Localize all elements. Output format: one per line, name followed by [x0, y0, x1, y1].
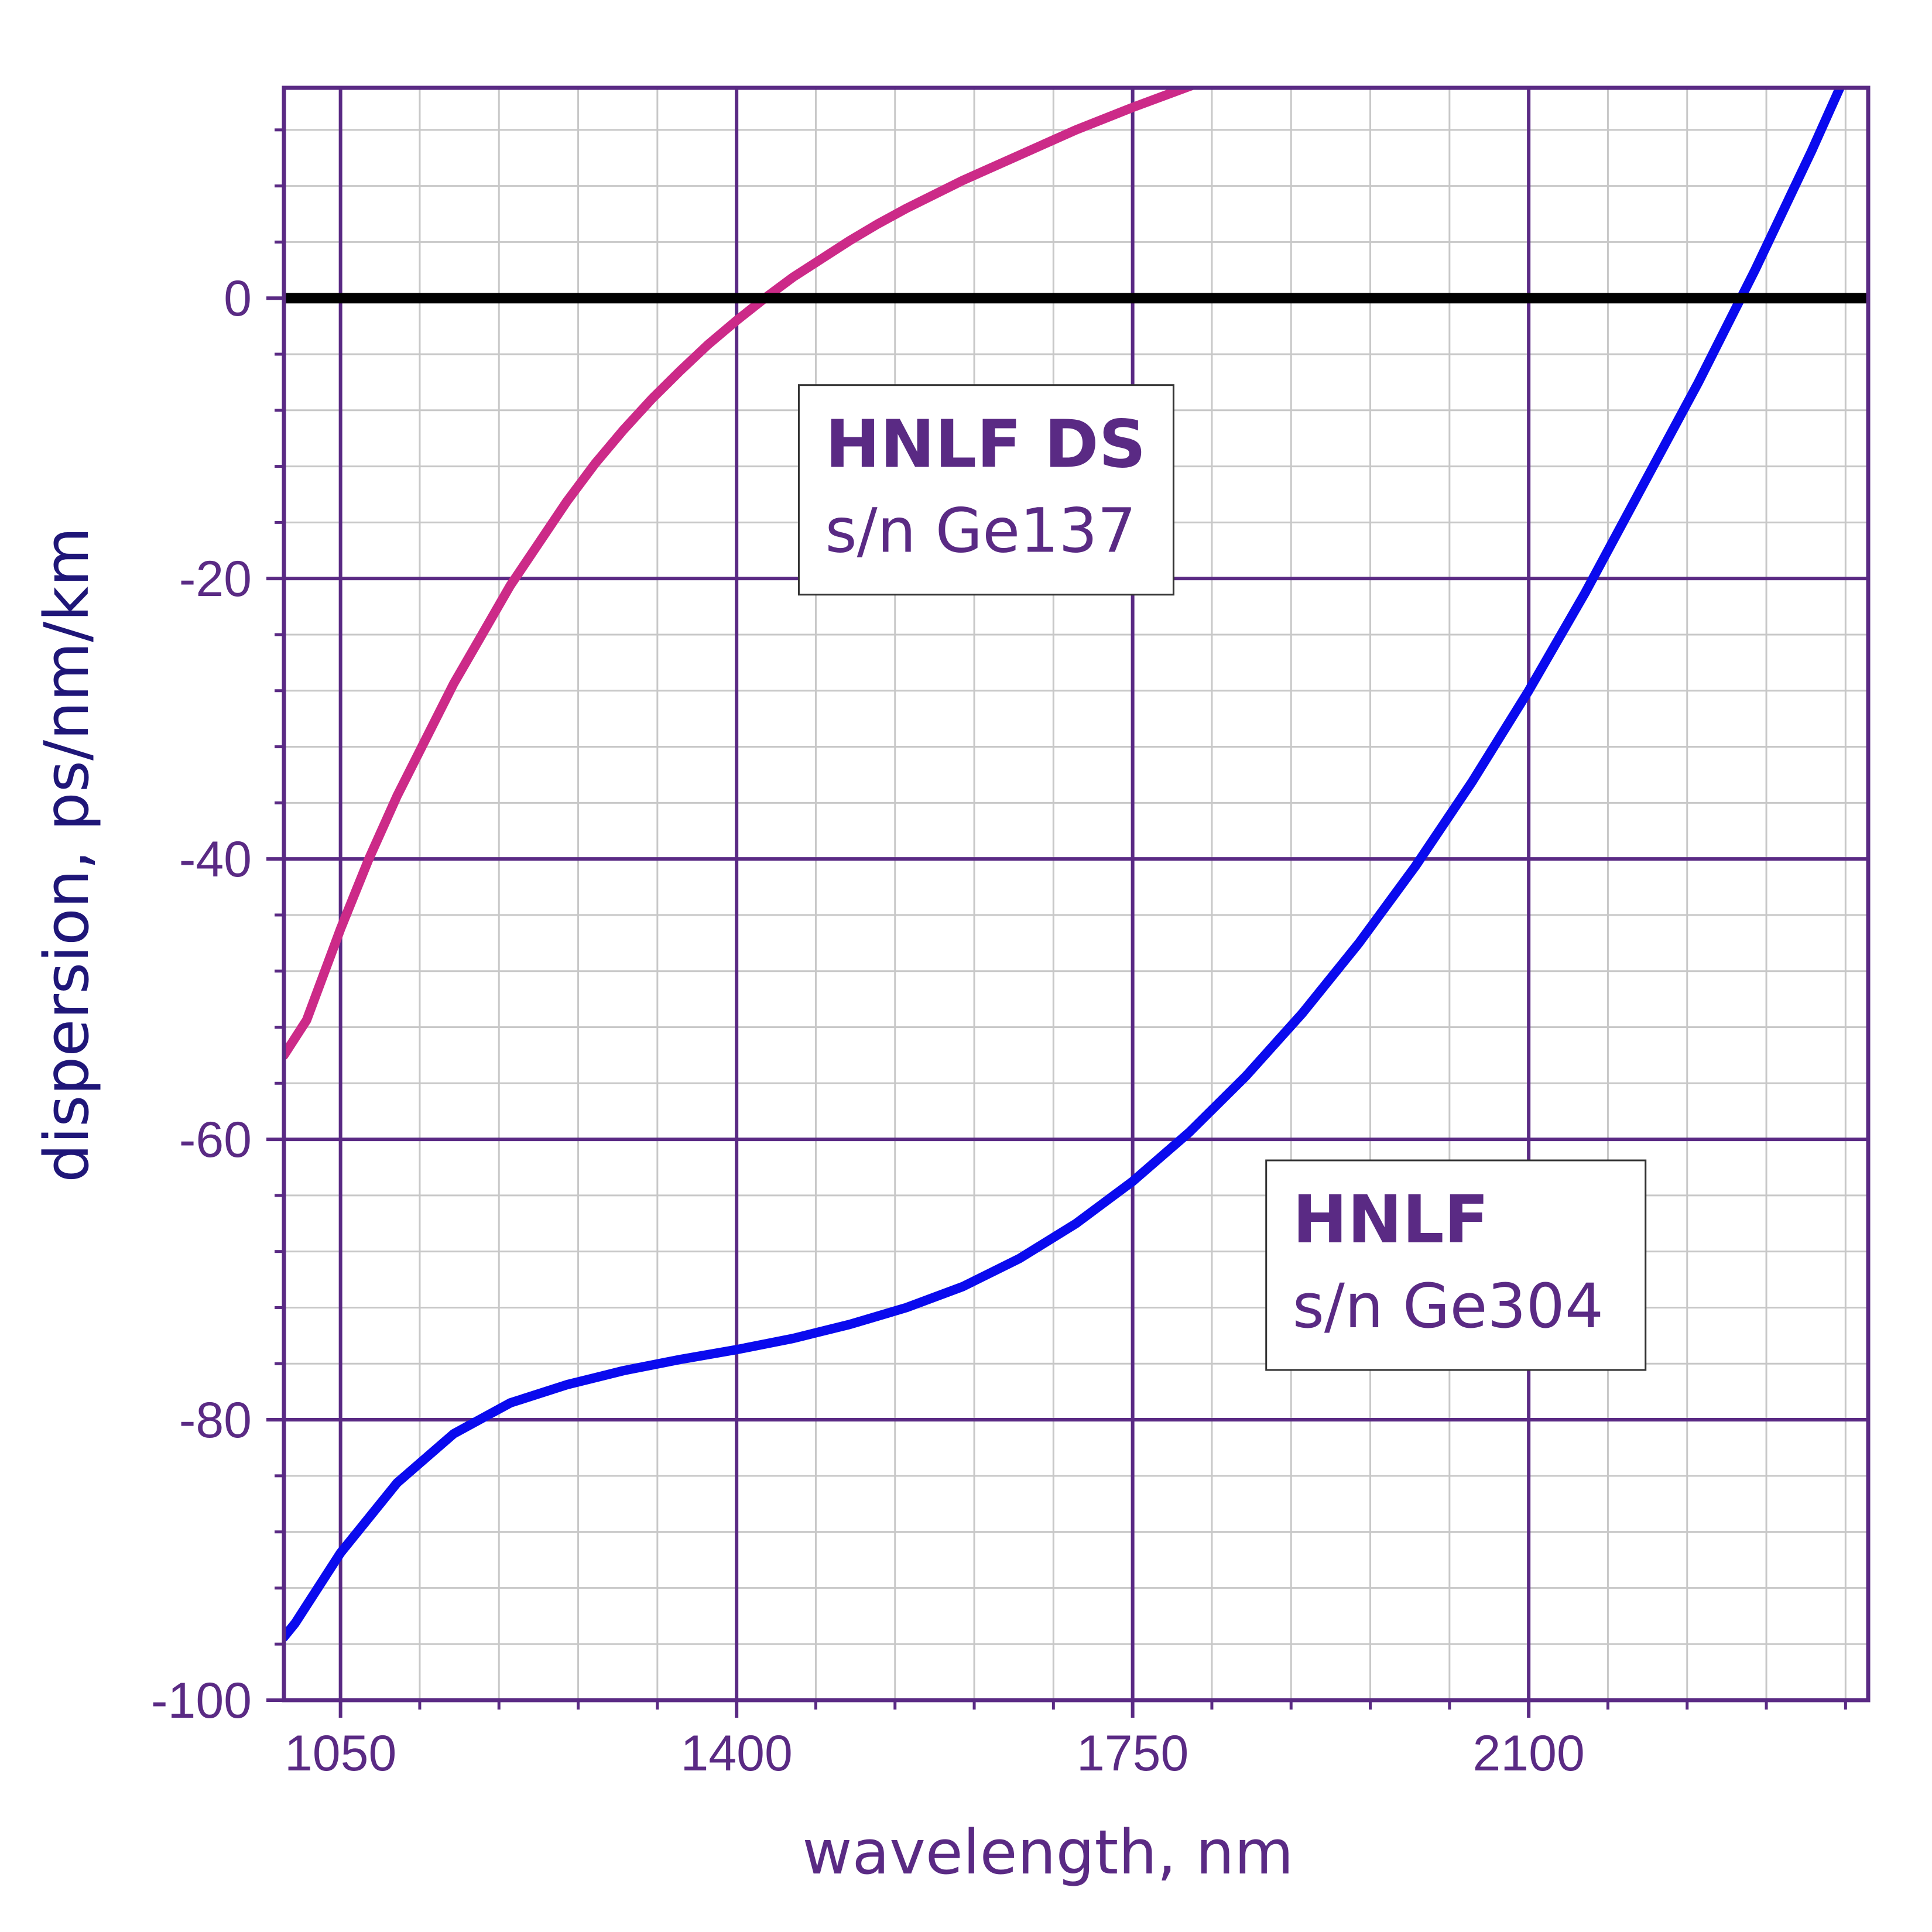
- annotation-title: HNLF DS: [825, 407, 1146, 483]
- y-tick-label: -60: [179, 1112, 252, 1168]
- series-line-hnlf: [284, 88, 1845, 1642]
- annotation-layer: HNLF DS s/n Ge137 HNLF s/n Ge304: [797, 384, 1647, 1371]
- annotation-title: HNLF: [1293, 1182, 1489, 1258]
- minor-grid: [284, 88, 1868, 1700]
- x-tick-label: 1750: [1077, 1725, 1188, 1782]
- y-axis-title: dispersion, ps/nm/km: [31, 527, 102, 1183]
- series-line-hnlf-ds: [284, 88, 1200, 1060]
- y-tick-label: 0: [224, 270, 252, 327]
- y-tick-label: -100: [151, 1673, 252, 1729]
- annotation-hnlf-box: HNLF s/n Ge304: [1265, 1159, 1647, 1371]
- x-tick-label: 2100: [1472, 1725, 1584, 1782]
- y-tick-labels: 0 -20 -40 -60 -80 -100: [151, 270, 252, 1729]
- x-tick-labels: 1050 1400 1750 2100: [285, 1725, 1585, 1782]
- major-grid: [284, 88, 1868, 1702]
- annotation-box: [797, 384, 1174, 596]
- y-tick-label: -20: [179, 551, 252, 607]
- y-tick-label: -80: [179, 1392, 252, 1448]
- annotation-serial: s/n Ge137: [825, 495, 1136, 567]
- series-layer: [284, 88, 1868, 1642]
- x-tick-label: 1400: [680, 1725, 792, 1782]
- x-axis-title: wavelength, nm: [802, 1817, 1293, 1888]
- plot-frame: [282, 85, 1871, 1703]
- x-tick-label: 1050: [285, 1725, 396, 1782]
- annotation-ds-box: HNLF DS s/n Ge137: [797, 384, 1174, 596]
- y-tick-label: -40: [179, 831, 252, 888]
- annotation-serial: s/n Ge304: [1293, 1270, 1604, 1342]
- annotation-box: [1265, 1159, 1647, 1371]
